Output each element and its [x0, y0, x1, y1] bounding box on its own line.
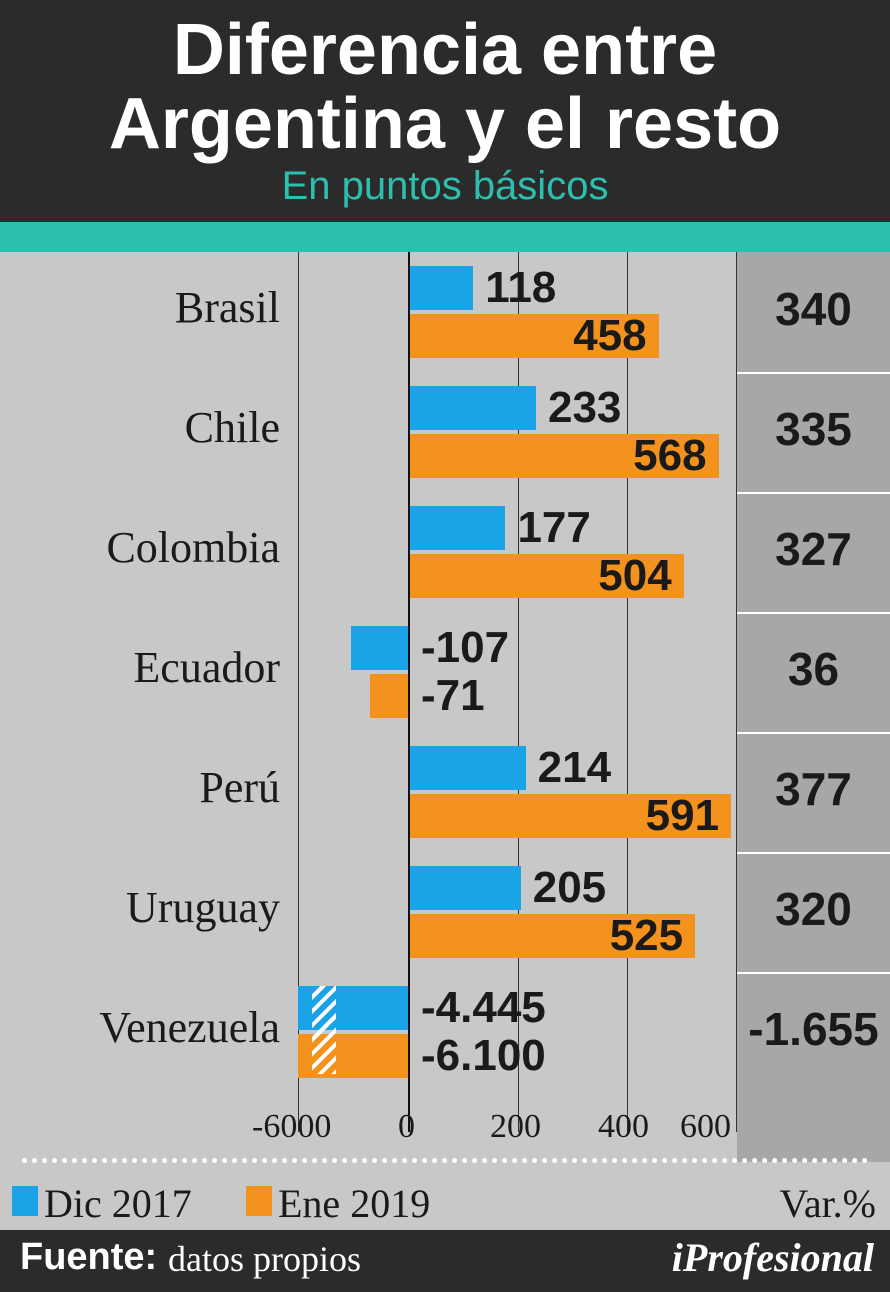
variation-column: [737, 252, 890, 1162]
variation-divider: [737, 372, 890, 374]
data-label-colombia-ene-2019: 504: [598, 551, 672, 600]
variation-value-brasil: 340: [775, 283, 852, 335]
variation-header: Var.%: [779, 1181, 876, 1226]
legend-swatch-ene-2019: [246, 1186, 272, 1216]
variation-value-peru: 377: [775, 763, 852, 815]
data-label-brasil-ene-2019: 458: [573, 311, 647, 360]
variation-value-venezuela: -1.655: [748, 1003, 879, 1055]
bar-chile-dic-2017: [409, 386, 536, 430]
data-label-ecuador-dic-2017: -107: [421, 623, 510, 672]
bar-ecuador-dic-2017: [350, 626, 409, 670]
gridline: [736, 252, 737, 1132]
data-label-brasil-dic-2017: 118: [485, 263, 557, 312]
legend-label-ene-2019: Ene 2019: [278, 1181, 431, 1226]
gridline: [298, 252, 299, 1132]
bar-brasil-dic-2017: [409, 266, 474, 310]
variation-divider: [737, 732, 890, 734]
category-label-chile: Chile: [184, 403, 280, 452]
variation-value-colombia: 327: [775, 523, 852, 575]
gridline: [627, 252, 628, 1132]
gridline: [518, 252, 519, 1132]
chart-title-line2: Argentina y el resto: [108, 84, 782, 164]
category-label-colombia: Colombia: [106, 523, 280, 572]
source-text: datos propios: [168, 1239, 361, 1279]
category-label-brasil: Brasil: [174, 283, 280, 332]
chart-subtitle: En puntos básicos: [281, 164, 609, 208]
variation-divider: [737, 972, 890, 974]
brand-logo: iProfesional: [671, 1235, 874, 1280]
x-tick-label: 200: [490, 1108, 541, 1145]
data-label-venezuela-ene-2019: -6.100: [421, 1031, 546, 1080]
data-label-ecuador-ene-2019: -71: [421, 671, 485, 720]
source-label: Fuente:: [20, 1236, 158, 1278]
variation-divider: [737, 852, 890, 854]
accent-bar: [0, 222, 890, 252]
category-label-peru: Perú: [199, 763, 280, 812]
axis-break-marker: [312, 986, 336, 1074]
x-tick-label: 0: [398, 1108, 415, 1145]
data-label-peru-dic-2017: 214: [537, 743, 612, 792]
variation-divider: [737, 612, 890, 614]
variation-divider: [737, 492, 890, 494]
x-tick-label: -6000: [252, 1108, 332, 1145]
data-label-peru-ene-2019: 591: [645, 791, 720, 840]
zero-axis-line: [408, 252, 410, 1132]
bar-peru-dic-2017: [409, 746, 526, 790]
bar-uruguay-ene-2019: [409, 914, 696, 958]
chart-title-line1: Diferencia entre: [172, 10, 718, 90]
dotted-separator: [22, 1158, 868, 1163]
variation-value-uruguay: 320: [775, 883, 852, 935]
bar-peru-ene-2019: [409, 794, 732, 838]
data-label-chile-dic-2017: 233: [547, 383, 622, 432]
footer: [0, 1230, 890, 1292]
bar-ecuador-ene-2019: [370, 674, 409, 718]
category-label-uruguay: Uruguay: [126, 883, 280, 932]
data-label-venezuela-dic-2017: -4.445: [421, 983, 546, 1032]
data-label-uruguay-ene-2019: 525: [609, 911, 684, 960]
bar-brasil-ene-2019: [409, 314, 659, 358]
category-label-venezuela: Venezuela: [99, 1003, 280, 1052]
variation-value-chile: 335: [775, 403, 852, 455]
x-tick-label: 600: [680, 1108, 731, 1145]
data-label-uruguay-dic-2017: 205: [532, 863, 607, 912]
bar-colombia-dic-2017: [409, 506, 506, 550]
legend-swatch-dic-2017: [12, 1186, 38, 1216]
bar-chile-ene-2019: [409, 434, 719, 478]
bar-uruguay-dic-2017: [409, 866, 521, 910]
bar-colombia-ene-2019: [409, 554, 684, 598]
x-tick-label: 400: [598, 1108, 649, 1145]
category-label-ecuador: Ecuador: [133, 643, 280, 692]
legend-label-dic-2017: Dic 2017: [44, 1181, 192, 1226]
variation-value-ecuador: 36: [787, 643, 840, 695]
data-label-chile-ene-2019: 568: [633, 431, 707, 480]
data-label-colombia-dic-2017: 177: [517, 503, 591, 552]
header: [0, 0, 890, 222]
